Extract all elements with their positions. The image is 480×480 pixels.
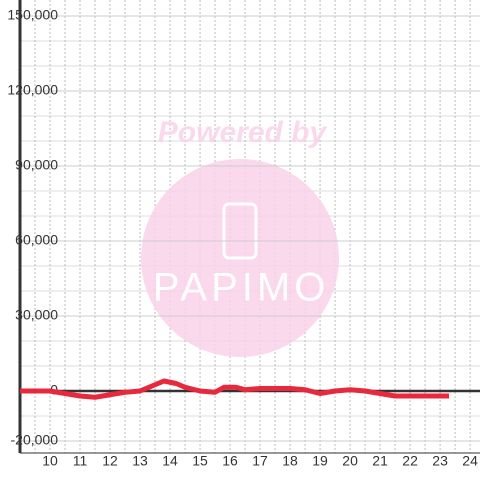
- x-tick-label: 10: [42, 453, 58, 469]
- x-tick-label: 12: [102, 453, 118, 469]
- y-tick-label: 60,000: [15, 232, 58, 248]
- y-tick-label: 30,000: [15, 307, 58, 323]
- x-tick-label: 16: [222, 453, 238, 469]
- x-tick-label: 24: [462, 453, 478, 469]
- y-tick-label: -20,000: [11, 432, 59, 448]
- x-tick-label: 20: [342, 453, 358, 469]
- x-tick-label: 19: [312, 453, 328, 469]
- watermark: Powered by PAPIMO: [141, 116, 339, 357]
- watermark-text: Powered by: [158, 116, 328, 149]
- x-tick-label: 23: [432, 453, 448, 469]
- x-tick-label: 11: [73, 453, 88, 469]
- watermark-logo: PAPIMO: [153, 266, 330, 310]
- y-tick-label: 120,000: [7, 82, 58, 98]
- x-tick-label: 22: [402, 453, 418, 469]
- x-tick-label: 21: [372, 453, 388, 469]
- y-tick-label: 150,000: [7, 7, 58, 23]
- y-tick-label: 90,000: [15, 157, 58, 173]
- x-tick-label: 14: [162, 453, 178, 469]
- x-tick-label: 17: [252, 453, 268, 469]
- x-tick-label: 15: [192, 453, 208, 469]
- phone-icon: [222, 202, 258, 260]
- data-line: [20, 378, 450, 400]
- x-tick-label: 13: [132, 453, 148, 469]
- x-tick-label: 18: [282, 453, 298, 469]
